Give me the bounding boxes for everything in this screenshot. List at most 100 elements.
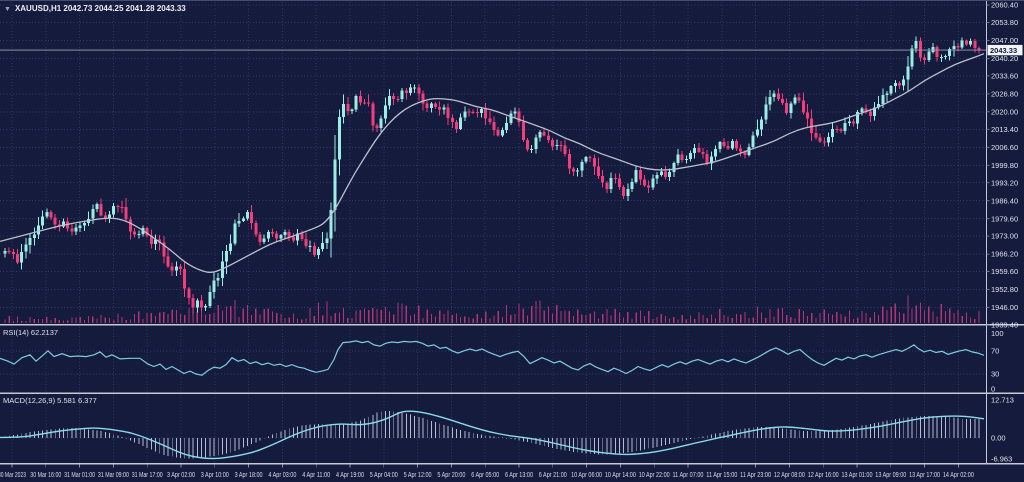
pane-separator[interactable]	[0, 324, 1024, 326]
candle-body	[663, 171, 667, 178]
candle-body	[271, 231, 274, 234]
candle-body	[701, 151, 705, 154]
candle-body	[358, 95, 362, 103]
candle-body	[705, 153, 709, 164]
candle-body	[973, 41, 977, 48]
candle-body	[480, 109, 483, 113]
candle-body	[517, 111, 521, 123]
macd-indicator-label: MACD(12,26,9) 5.581 6.377	[3, 396, 97, 405]
candle-body	[149, 235, 153, 244]
candle-body	[914, 40, 918, 49]
candle-body	[609, 177, 613, 189]
symbol-dropdown-icon[interactable]: ▼	[4, 6, 11, 13]
candle-body	[500, 129, 504, 136]
price-axis-labels: 2060.40 2053.80 2047.00 2040.20 2033.60 2026.…	[986, 1, 1018, 464]
price-tick-label: 2060.40	[991, 1, 1018, 10]
candle-body	[24, 244, 28, 252]
candle-body	[400, 90, 404, 99]
candle-body	[847, 121, 851, 123]
candle-body	[413, 87, 417, 89]
candle-body	[463, 111, 467, 118]
price-tick-label: 1966.20	[991, 250, 1018, 259]
candle-body	[643, 179, 646, 186]
rsi-tick-label: 0	[991, 385, 995, 394]
candle-body	[279, 235, 283, 239]
candle-body	[768, 97, 772, 105]
candle-body	[53, 217, 57, 225]
candle-body	[16, 254, 19, 263]
candle-body	[760, 119, 764, 130]
volume-layer	[4, 295, 980, 323]
candle-body	[918, 40, 922, 58]
candle-body	[446, 107, 450, 118]
candle-body	[82, 222, 86, 226]
pane-separator[interactable]	[0, 463, 1024, 465]
candle-body	[7, 250, 11, 252]
candle-body	[814, 133, 818, 138]
candle-body	[521, 122, 525, 141]
candle-body	[827, 137, 830, 143]
candle-body	[262, 238, 266, 242]
price-tick-label: 2013.40	[991, 125, 1018, 134]
price-tick-label: 2033.60	[991, 72, 1018, 81]
time-axis-label: 30 Mar 2023	[0, 472, 26, 479]
candle-body	[977, 48, 981, 51]
candle-body	[831, 128, 835, 138]
time-axis-label: 5 Apr 04:00	[370, 472, 398, 479]
candle-body	[95, 203, 99, 209]
candle-body	[195, 300, 199, 308]
candle-body	[651, 178, 655, 188]
candle-body	[877, 104, 881, 108]
candle-body	[843, 122, 847, 131]
candle-body	[743, 151, 747, 155]
candle-body	[283, 231, 287, 236]
candle-body	[944, 55, 947, 57]
candle-body	[74, 227, 78, 232]
candle-body	[346, 103, 350, 111]
candle-body	[509, 113, 513, 123]
candle-body	[555, 144, 559, 147]
candle-body	[425, 103, 429, 108]
candle-body	[584, 157, 588, 162]
candle-body	[776, 93, 780, 99]
candle-body	[898, 83, 901, 86]
candle-body	[835, 128, 839, 130]
candle-body	[668, 171, 672, 178]
candle-body	[367, 102, 371, 104]
candle-body	[764, 104, 768, 120]
candle-body	[471, 111, 475, 113]
candle-body	[308, 245, 312, 247]
pane-separator[interactable]	[0, 392, 1024, 395]
candle-body	[856, 112, 860, 124]
time-axis-label: 10 Apr 22:00	[639, 472, 670, 479]
candle-body	[889, 86, 893, 94]
candle-body	[680, 154, 684, 160]
ma-line	[0, 53, 985, 273]
candle-body	[442, 107, 446, 110]
candle-body	[647, 185, 651, 188]
candle-body	[404, 90, 408, 94]
candle-body	[375, 125, 379, 128]
time-axis-label: 6 Apr 05:00	[471, 472, 499, 479]
candle-body	[810, 118, 814, 134]
time-axis-label: 14 Apr 02:00	[943, 472, 974, 479]
candle-body	[881, 95, 885, 105]
time-axis-label: 31 Mar 01:00	[64, 472, 95, 479]
candle-body	[128, 219, 132, 232]
time-axis-label: 3 Apr 10:00	[201, 472, 229, 479]
time-axis-label: 6 Apr 13:00	[505, 472, 533, 479]
candle-body	[124, 207, 128, 220]
macd-tick-label: 0.00	[991, 434, 1006, 443]
candle-body	[885, 93, 889, 96]
macd-histogram	[4, 411, 980, 459]
candle-body	[785, 102, 789, 113]
candle-body	[818, 137, 822, 142]
candle-body	[676, 154, 680, 164]
time-axis-label: 4 Apr 19:00	[336, 472, 364, 479]
candle-body	[250, 212, 254, 223]
candle-body	[191, 298, 195, 308]
candle-body	[927, 51, 931, 60]
time-axis-label: 30 Mar 16:00	[30, 472, 61, 479]
time-axis-label: 5 Apr 12:00	[404, 472, 432, 479]
